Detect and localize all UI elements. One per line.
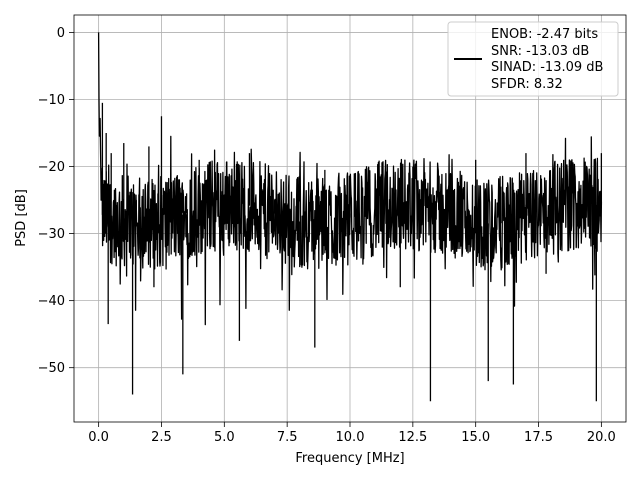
x-axis-ticks: 0.0 2.5 5.0 7.5 10.0 12.5 15.0 17.5 20.0 — [88, 422, 616, 445]
psd-line — [97, 32, 603, 326]
x-tick-label: 12.5 — [398, 430, 427, 445]
legend-snr: SNR: -13.03 dB — [491, 44, 589, 59]
x-tick-label: 7.5 — [277, 430, 298, 445]
y-tick-label: −40 — [38, 294, 65, 309]
psd-series — [97, 32, 603, 402]
y-axis-ticks: 0 −10 −20 −30 −40 −50 — [38, 26, 74, 376]
legend-sinad: SINAD: -13.09 dB — [491, 60, 603, 75]
x-tick-label: 15.0 — [461, 430, 490, 445]
x-tick-label: 0.0 — [88, 430, 109, 445]
x-tick-label: 17.5 — [524, 430, 553, 445]
legend: ENOB: -2.47 bits SNR: -13.03 dB SINAD: -… — [447, 21, 619, 97]
y-axis-label: PSD [dB] — [14, 189, 29, 247]
y-tick-label: 0 — [57, 26, 65, 41]
legend-box — [447, 21, 619, 97]
y-tick-label: −30 — [38, 227, 65, 242]
y-tick-label: −50 — [38, 361, 65, 376]
y-tick-label: −10 — [38, 93, 65, 108]
x-tick-label: 10.0 — [336, 430, 365, 445]
x-tick-label: 20.0 — [587, 430, 616, 445]
x-tick-label: 2.5 — [151, 430, 172, 445]
legend-enob: ENOB: -2.47 bits — [491, 27, 598, 42]
x-tick-label: 5.0 — [214, 430, 235, 445]
x-axis-label: Frequency [MHz] — [295, 451, 404, 466]
y-tick-label: −20 — [38, 160, 65, 175]
legend-sfdr: SFDR: 8.32 — [491, 77, 563, 92]
